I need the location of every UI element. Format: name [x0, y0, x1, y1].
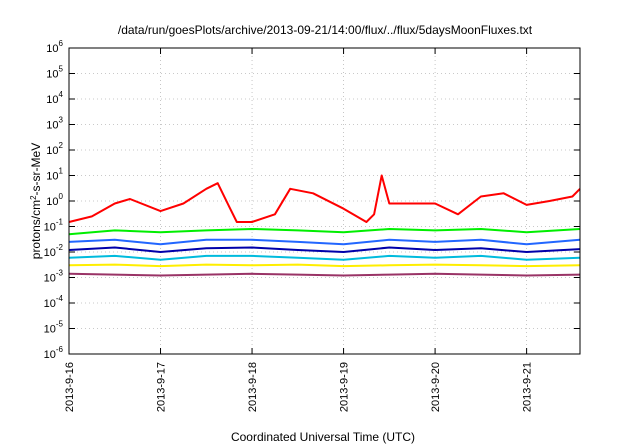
y-tick-label: 103	[46, 116, 63, 132]
series-line-cyan	[68, 254, 581, 261]
series-layer	[68, 174, 581, 277]
y-tick-label: 10-1	[44, 218, 64, 234]
plot-frame	[68, 47, 581, 355]
y-axis-label-sup: 2	[29, 195, 38, 200]
x-tick-labels: 2013-9-16 2013-9-17 2013-9-18 2013-9-19 2013…	[64, 362, 534, 412]
y-tick-label: 104	[46, 90, 63, 106]
y-tick-label: 10-3	[44, 269, 64, 285]
series-line-red	[68, 174, 581, 223]
x-tick-label: 2013-9-20	[430, 362, 442, 412]
series-line-purple	[68, 272, 581, 277]
series-line-green	[68, 228, 581, 236]
x-tick-label: 2013-9-18	[247, 362, 259, 412]
axes	[68, 47, 581, 355]
x-tick-label: 2013-9-17	[156, 362, 168, 412]
y-tick-label: 10-4	[44, 294, 64, 310]
chart-title: /data/run/goesPlots/archive/2013-09-21/1…	[118, 23, 533, 37]
y-tick-label: 106	[46, 39, 63, 55]
series-line-darkblue	[68, 246, 581, 253]
grid	[68, 48, 580, 354]
series-line-yellow	[68, 263, 581, 268]
x-tick-label: 2013-9-19	[339, 362, 351, 412]
y-axis-label: protons/cm2-s-sr-MeV	[29, 143, 44, 259]
y-tick-label: 10-5	[44, 320, 64, 336]
y-tick-label: 101	[46, 167, 63, 183]
series-line-blue	[68, 238, 581, 246]
y-tick-label: 105	[46, 65, 63, 81]
y-tick-label: 10-2	[44, 243, 64, 259]
x-axis-label: Coordinated Universal Time (UTC)	[231, 430, 415, 444]
y-axis-label-prefix: protons/cm	[29, 200, 43, 259]
x-tick-label: 2013-9-16	[64, 362, 76, 412]
y-tick-label: 100	[46, 192, 63, 208]
y-tick-labels: 10-6 10-5 10-4 10-3 10-2 10-1 100 101 102 103 104 1…	[44, 39, 64, 361]
y-axis-label-suffix: -s-sr-MeV	[29, 143, 43, 196]
x-tick-label: 2013-9-21	[522, 362, 534, 412]
y-tick-label: 10-6	[44, 345, 64, 361]
y-tick-label: 102	[46, 141, 63, 157]
